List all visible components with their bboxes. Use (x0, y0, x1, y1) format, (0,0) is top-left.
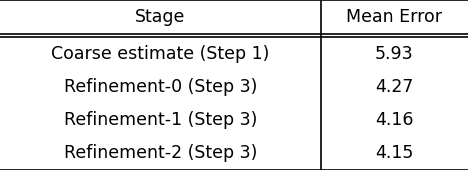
Text: 4.27: 4.27 (375, 78, 413, 96)
Text: Stage: Stage (135, 8, 185, 26)
Text: Refinement-1 (Step 3): Refinement-1 (Step 3) (64, 111, 257, 129)
Text: 5.93: 5.93 (375, 45, 414, 63)
Text: Coarse estimate (Step 1): Coarse estimate (Step 1) (51, 45, 270, 63)
Text: Refinement-2 (Step 3): Refinement-2 (Step 3) (64, 144, 257, 162)
Text: 4.15: 4.15 (375, 144, 413, 162)
Text: 4.16: 4.16 (375, 111, 414, 129)
Text: Mean Error: Mean Error (346, 8, 442, 26)
Text: Refinement-0 (Step 3): Refinement-0 (Step 3) (64, 78, 257, 96)
